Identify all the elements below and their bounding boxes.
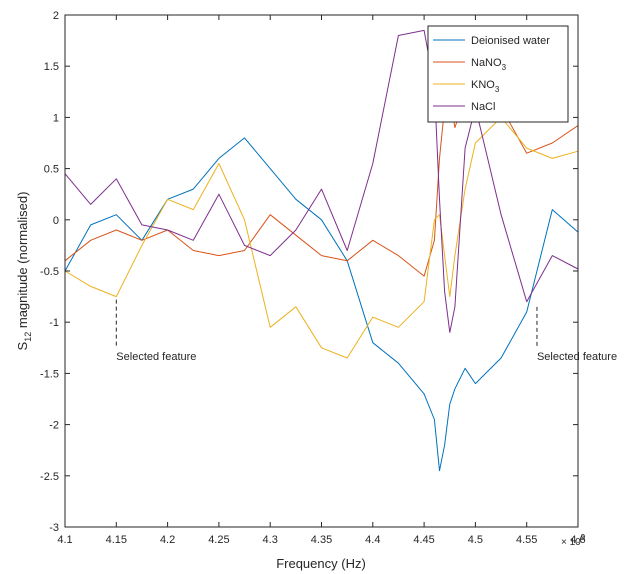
y-tick-label: 0.5 (44, 164, 59, 176)
y-tick-label: -1 (49, 317, 59, 329)
y-tick-label: -3 (49, 522, 59, 534)
x-tick-label: 4.4 (365, 534, 380, 546)
y-tick-label: -2.5 (40, 471, 59, 483)
y-tick-label: -1.5 (40, 368, 59, 380)
y-axis-label: S12 magnitude (normalised) (15, 192, 33, 351)
x-tick-label: 4.45 (413, 534, 434, 546)
series-line-1 (64, 137, 579, 472)
x-exponent-power: 9 (581, 533, 586, 542)
x-tick-label: 4.3 (263, 534, 278, 546)
annotation-layer: Selected feature Selected feature (115, 299, 617, 363)
y-tick-label: -2 (49, 420, 59, 432)
x-tick-label: 4.35 (311, 534, 332, 546)
legend-label-3: KNO3 (471, 79, 500, 94)
x-exponent-base: × 10 (561, 537, 581, 548)
legend-label-2: NaNO3 (471, 57, 507, 72)
series-line-3 (64, 116, 579, 359)
x-axis-label: Frequency (Hz) (276, 556, 366, 571)
x-tick-label: 4.1 (57, 534, 72, 546)
y-tick-label: 1.5 (44, 61, 59, 73)
series-layer (64, 29, 579, 472)
x-tick-label: 4.25 (208, 534, 229, 546)
y-axis-label-subscript: 12 (23, 332, 33, 342)
y-tick-label: 0 (53, 215, 59, 227)
legend-label-1: Deionised water (471, 35, 550, 47)
y-axis-label-rest: magnitude (normalised) (15, 192, 30, 332)
annotation-text-1: Selected feature (116, 351, 196, 363)
legend: Deionised water NaNO3 KNO3 NaCl (427, 25, 569, 123)
x-exponent-label: × 109 (561, 533, 586, 548)
x-tick-label: 4.15 (106, 534, 127, 546)
y-tick-label: 1 (53, 112, 59, 124)
x-tick-label: 4.6 (570, 534, 585, 546)
legend-label-4: NaCl (471, 101, 495, 113)
y-tick-label: -0.5 (40, 266, 59, 278)
x-tick-label: 4.55 (516, 534, 537, 546)
x-tick-label: 4.5 (468, 534, 483, 546)
annotation-text-2: Selected feature (537, 351, 617, 363)
x-tick-label: 4.2 (160, 534, 175, 546)
y-axis-label-main: S (15, 341, 30, 350)
axes: 4.1 4.15 4.2 4.25 4.3 4.35 4.4 4.45 4.5 4.55 4.6 -3… (40, 10, 586, 546)
y-tick-label: 2 (53, 10, 59, 22)
